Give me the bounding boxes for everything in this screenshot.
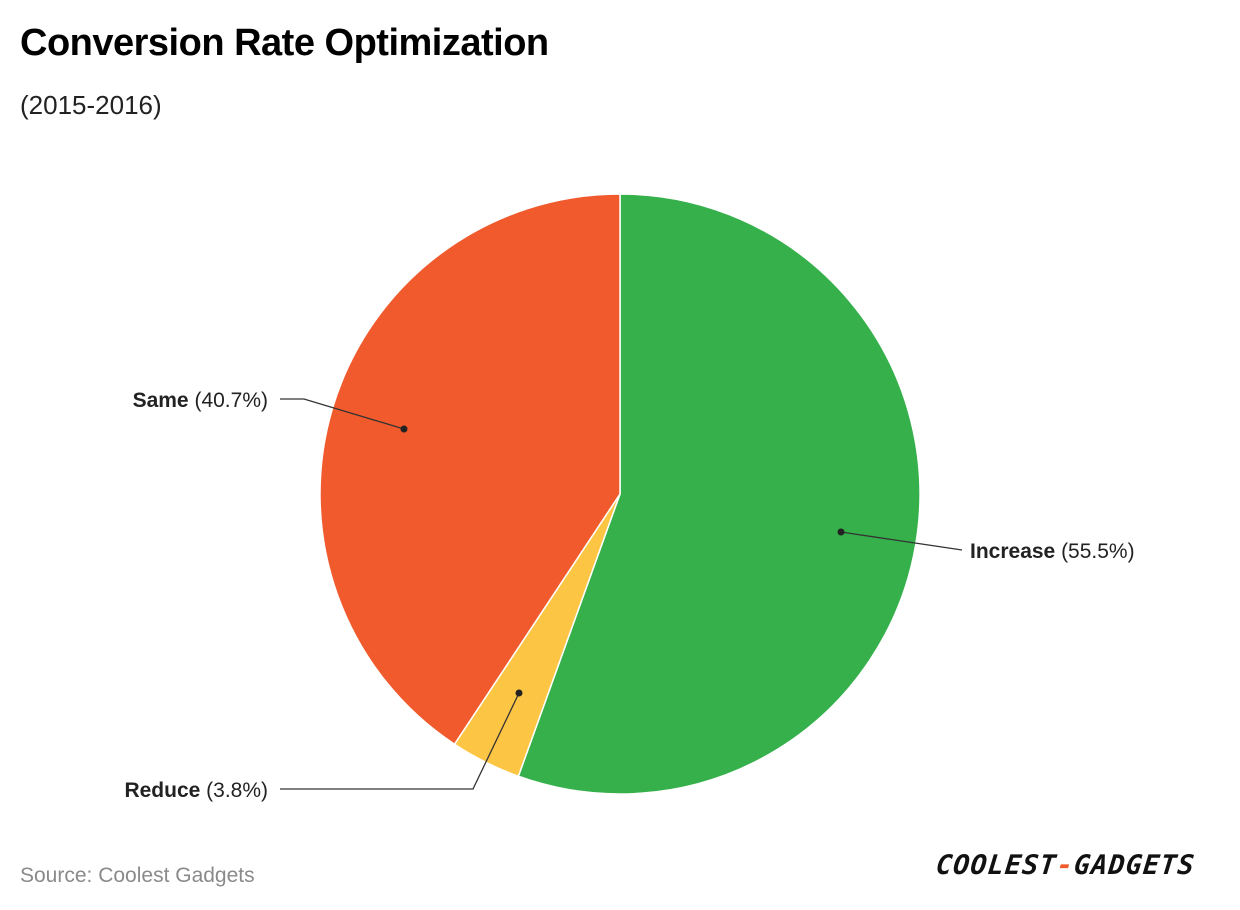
source-note: Source: Coolest Gadgets [20,864,255,887]
chart-title: Conversion Rate Optimization [20,22,549,64]
pie-slice-increase [517,193,921,795]
brand-logo-right: GADGETS [1072,850,1197,881]
slice-label-name: Reduce [124,779,200,802]
slice-label-value: (40.7%) [189,389,268,412]
leader-dot-same [400,425,408,433]
chart-subtitle: (2015-2016) [20,90,162,120]
leader-line-same [280,398,405,430]
leader-dot-reduce [515,689,523,697]
slice-label-increase: Increase (55.5%) [970,540,1135,563]
slice-label-value: (55.5%) [1055,540,1134,563]
leader-line-increase [840,531,963,551]
leader-line-reduce [280,692,520,790]
slice-label-same: Same (40.7%) [133,389,268,412]
pie-slices [319,193,921,795]
pie-labels: Increase (55.5%) Reduce (3.8%) Same (40.7%… [124,389,1134,802]
slice-label-reduce: Reduce (3.8%) [124,779,268,802]
brand-logo-left: COOLEST [934,850,1059,881]
slice-label-name: Same [133,389,189,412]
slice-label-name: Increase [970,540,1055,563]
brand-logo: COOLEST-GADGETS [934,850,1196,881]
leader-dot-increase [837,528,845,536]
slice-label-value: (3.8%) [200,779,268,802]
